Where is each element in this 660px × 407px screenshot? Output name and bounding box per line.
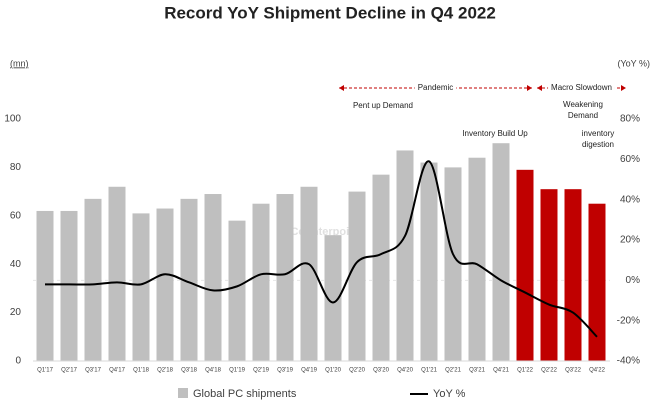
- y2-tick-label: 80%: [620, 114, 640, 125]
- y-tick-label: 60: [10, 210, 22, 221]
- x-tick-label: Q1'22: [517, 368, 533, 374]
- period-label: Pandemic: [418, 83, 454, 92]
- x-tick-label: Q3'20: [373, 368, 389, 374]
- x-tick-label: Q3'22: [565, 368, 581, 374]
- y2-tick-label: 20%: [620, 235, 640, 246]
- bar: [324, 235, 342, 361]
- x-tick-label: Q3'18: [181, 368, 197, 374]
- y-tick-label: 80: [10, 162, 22, 173]
- bar: [132, 213, 150, 361]
- bar: [396, 150, 414, 361]
- x-tick-label: Q4'22: [589, 368, 605, 374]
- x-tick-label: Q3'21: [469, 368, 485, 374]
- x-tick-label: Q1'21: [421, 368, 437, 374]
- bar: [228, 220, 246, 361]
- bar: [540, 189, 558, 361]
- bar: [36, 210, 54, 361]
- bar: [516, 169, 534, 361]
- period-label: Macro Slowdown: [551, 83, 612, 92]
- y2-tick-label: -40%: [617, 356, 640, 367]
- x-tick-label: Q1'19: [229, 368, 245, 374]
- y-tick-label: 100: [4, 114, 21, 125]
- y-axis-label: (mn): [10, 58, 29, 68]
- y2-axis-label: (YoY %): [617, 58, 650, 68]
- bar: [300, 186, 318, 361]
- y2-tick-label: -20%: [617, 315, 640, 326]
- legend-label: YoY %: [433, 388, 466, 400]
- y2-tick-label: 60%: [620, 154, 640, 165]
- y2-tick-label: 0%: [626, 275, 641, 286]
- y2-tick-label: 40%: [620, 194, 640, 205]
- annotation: Inventory Build Up: [462, 129, 528, 138]
- bar: [180, 198, 198, 361]
- x-tick-label: Q1'18: [133, 368, 149, 374]
- annotation: Weakening Demand: [563, 100, 603, 120]
- legend-swatch: [178, 388, 188, 398]
- annotation: inventory digestion: [581, 129, 615, 149]
- bar: [372, 174, 390, 361]
- bar: [492, 143, 510, 361]
- x-tick-label: Q2'21: [445, 368, 461, 374]
- chart-title: Record YoY Shipment Decline in Q4 2022: [164, 3, 496, 22]
- annotation: Pent up Demand: [352, 101, 414, 110]
- x-tick-label: Q2'19: [253, 368, 269, 374]
- bar: [60, 210, 78, 361]
- x-tick-label: Q4'21: [493, 368, 509, 374]
- y-tick-label: 0: [15, 356, 21, 367]
- bar: [564, 189, 582, 361]
- x-tick-label: Q2'17: [61, 368, 77, 374]
- bar: [252, 203, 270, 361]
- y-tick-label: 40: [10, 259, 22, 270]
- x-tick-label: Q4'17: [109, 368, 125, 374]
- y-tick-label: 20: [10, 307, 22, 318]
- bar: [588, 203, 606, 361]
- bar: [420, 162, 438, 361]
- x-tick-label: Q2'18: [157, 368, 173, 374]
- bar: [156, 208, 174, 361]
- x-tick-label: Q2'22: [541, 368, 557, 374]
- bar: [108, 186, 126, 361]
- x-tick-label: Q4'18: [205, 368, 221, 374]
- yoy-line: [44, 160, 598, 338]
- x-tick-label: Q1'17: [37, 368, 53, 374]
- x-tick-label: Q3'17: [85, 368, 101, 374]
- x-tick-label: Q4'19: [301, 368, 317, 374]
- bar: [348, 191, 366, 361]
- x-tick-label: Q2'20: [349, 368, 365, 374]
- legend-label: Global PC shipments: [193, 388, 297, 400]
- x-tick-label: Q1'20: [325, 368, 341, 374]
- bar: [204, 194, 222, 361]
- x-tick-label: Q4'20: [397, 368, 413, 374]
- period-label-bg: [414, 82, 457, 94]
- bar: [468, 157, 486, 361]
- bar: [276, 194, 294, 361]
- bar: [444, 167, 462, 361]
- bar: [84, 198, 102, 361]
- x-tick-label: Q3'19: [277, 368, 293, 374]
- period-label-bg: [548, 82, 615, 94]
